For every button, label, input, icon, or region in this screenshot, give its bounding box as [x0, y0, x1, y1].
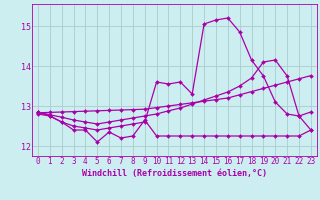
X-axis label: Windchill (Refroidissement éolien,°C): Windchill (Refroidissement éolien,°C) — [82, 169, 267, 178]
